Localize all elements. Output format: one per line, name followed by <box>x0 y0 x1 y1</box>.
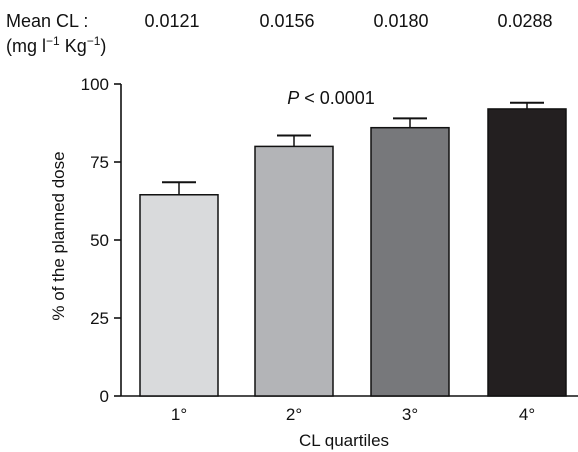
mean-cl-header: Mean CL : (mg l−1 Kg−1) 0.0121 0.0156 0.… <box>6 11 553 56</box>
mean-cl-label: Mean CL : <box>6 11 88 31</box>
y-tick-label: 50 <box>90 231 109 250</box>
bar-q4 <box>487 108 567 397</box>
units-exp2: −1 <box>87 34 101 48</box>
x-ticks: 1° 2° 3° 4° <box>171 405 535 424</box>
y-tick-label: 25 <box>90 309 109 328</box>
mean-cl-value-q4: 0.0288 <box>497 11 552 31</box>
mean-cl-value-q2: 0.0156 <box>259 11 314 31</box>
x-axis-title: CL quartiles <box>299 431 389 450</box>
y-tick-label: 100 <box>81 75 109 94</box>
x-tick-label: 4° <box>519 405 535 424</box>
mean-cl-value-q3: 0.0180 <box>373 11 428 31</box>
bar-q1 <box>139 194 219 397</box>
units-prefix: (mg l <box>6 36 46 56</box>
bar-q2 <box>254 145 334 397</box>
bars <box>139 101 567 397</box>
x-tick-label: 2° <box>286 405 302 424</box>
mean-cl-units: (mg l−1 Kg−1) <box>6 34 106 56</box>
bar-q3 <box>370 126 450 397</box>
units-suffix: ) <box>100 36 106 56</box>
mean-cl-value-q1: 0.0121 <box>144 11 199 31</box>
p-value-text: < 0.0001 <box>299 88 375 108</box>
x-tick-label: 3° <box>402 405 418 424</box>
y-ticks: 0 25 50 75 100 <box>81 75 121 406</box>
y-tick-label: 0 <box>100 387 109 406</box>
x-tick-label: 1° <box>171 405 187 424</box>
y-tick-label: 75 <box>90 153 109 172</box>
p-symbol: P <box>287 88 299 108</box>
units-mid: Kg <box>60 36 87 56</box>
units-exp1: −1 <box>46 34 60 48</box>
p-value-annotation: P < 0.0001 <box>287 88 375 108</box>
y-axis-title: % of the planned dose <box>49 151 68 320</box>
